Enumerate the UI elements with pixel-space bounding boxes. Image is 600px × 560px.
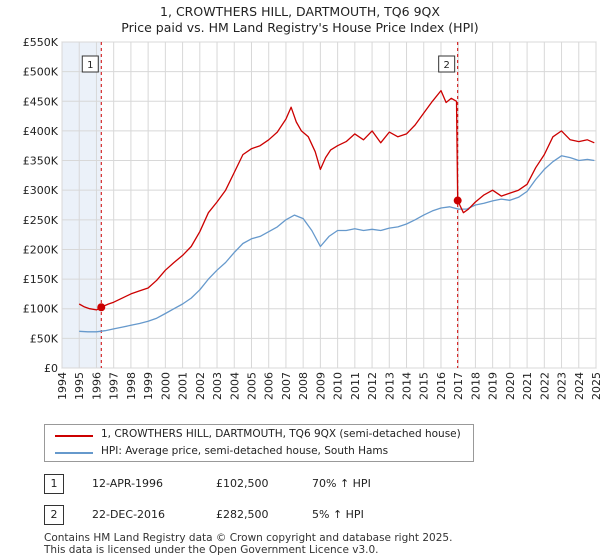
transaction-hpi: 70% ↑ HPI bbox=[312, 477, 371, 490]
transaction-price: £282,500 bbox=[216, 508, 269, 521]
x-tick-label: 2003 bbox=[211, 372, 224, 400]
x-tick-label: 1997 bbox=[108, 372, 121, 400]
x-tick-label: 2016 bbox=[435, 372, 448, 400]
chart-title: 1, CROWTHERS HILL, DARTMOUTH, TQ6 9QX bbox=[160, 4, 440, 19]
transaction-row: 1 12-APR-1996 £102,500 70% ↑ HPI bbox=[44, 474, 584, 494]
x-tick-label: 2004 bbox=[228, 372, 241, 400]
x-tick-label: 2017 bbox=[452, 372, 465, 400]
x-tick-label: 2019 bbox=[487, 372, 500, 400]
x-tick-label: 1994 bbox=[56, 372, 69, 400]
y-tick-label: £550K bbox=[23, 36, 59, 49]
legend-swatch-hpi bbox=[55, 452, 93, 454]
x-tick-label: 2009 bbox=[314, 372, 327, 400]
y-tick-label: £200K bbox=[23, 243, 59, 256]
footer-licence: This data is licensed under the Open Gov… bbox=[44, 544, 379, 556]
x-tick-label: 2013 bbox=[383, 372, 396, 400]
footer-copyright: Contains HM Land Registry data © Crown c… bbox=[44, 532, 453, 544]
x-tick-label: 2000 bbox=[159, 372, 172, 400]
y-tick-label: £300K bbox=[23, 184, 59, 197]
y-tick-label: £150K bbox=[23, 273, 59, 286]
x-tick-label: 2005 bbox=[245, 372, 258, 400]
price-chart: £0 £50K £100K £150K £200K £250K £300K £350K £400… bbox=[23, 36, 600, 400]
legend-label-price: 1, CROWTHERS HILL, DARTMOUTH, TQ6 9QX (s… bbox=[101, 428, 461, 440]
sale-label: 1 bbox=[87, 60, 93, 71]
pre-sale-band bbox=[62, 42, 102, 368]
legend-swatch-price bbox=[55, 435, 93, 437]
x-tick-label: 1999 bbox=[142, 372, 155, 400]
y-tick-label: £0 bbox=[44, 362, 58, 375]
x-tick-label: 2025 bbox=[590, 372, 600, 400]
y-tick-label: £50K bbox=[30, 332, 59, 345]
x-tick-label: 1996 bbox=[90, 372, 103, 400]
transaction-row: 2 22-DEC-2016 £282,500 5% ↑ HPI bbox=[44, 505, 584, 525]
y-tick-label: £400K bbox=[23, 125, 59, 138]
transaction-badge: 2 bbox=[44, 505, 64, 525]
y-tick-label: £100K bbox=[23, 303, 59, 316]
sale-label-box bbox=[438, 55, 456, 73]
x-tick-label: 2010 bbox=[332, 372, 345, 400]
sale-label: 2 bbox=[443, 60, 449, 71]
legend-entry-price: 1, CROWTHERS HILL, DARTMOUTH, TQ6 9QX (s… bbox=[45, 427, 473, 444]
x-tick-label: 2018 bbox=[469, 372, 482, 400]
x-tick-label: 2006 bbox=[263, 372, 276, 400]
y-tick-label: £500K bbox=[23, 66, 59, 79]
x-tick-label: 2014 bbox=[401, 372, 414, 400]
x-tick-label: 2011 bbox=[349, 372, 362, 400]
x-tick-label: 2020 bbox=[504, 372, 517, 400]
x-tick-label: 2008 bbox=[297, 372, 310, 400]
x-tick-label: 1998 bbox=[125, 372, 138, 400]
transaction-hpi: 5% ↑ HPI bbox=[312, 508, 364, 521]
transaction-date: 12-APR-1996 bbox=[92, 477, 164, 490]
x-tick-label: 2022 bbox=[538, 372, 551, 400]
sale-label-box bbox=[81, 55, 99, 73]
y-tick-label: £250K bbox=[23, 214, 59, 227]
plot-area bbox=[61, 41, 597, 369]
transaction-price: £102,500 bbox=[216, 477, 269, 490]
sale-point bbox=[453, 196, 462, 205]
x-tick-label: 2015 bbox=[418, 372, 431, 400]
y-tick-label: £350K bbox=[23, 155, 59, 168]
legend-label-hpi: HPI: Average price, semi-detached house,… bbox=[101, 445, 389, 457]
hpi-line bbox=[79, 155, 595, 333]
x-tick-label: 2024 bbox=[573, 372, 586, 400]
x-tick-label: 2021 bbox=[521, 372, 534, 400]
x-tick-label: 1995 bbox=[73, 372, 86, 400]
sale-point bbox=[97, 303, 106, 312]
price-paid-line bbox=[78, 89, 595, 311]
chart-subtitle: Price paid vs. HM Land Registry's House … bbox=[121, 20, 479, 35]
x-tick-label: 2002 bbox=[194, 372, 207, 400]
legend: 1, CROWTHERS HILL, DARTMOUTH, TQ6 9QX (s… bbox=[44, 424, 474, 462]
y-tick-label: £450K bbox=[23, 95, 59, 108]
legend-entry-hpi: HPI: Average price, semi-detached house,… bbox=[45, 444, 473, 461]
x-tick-label: 2001 bbox=[177, 372, 190, 400]
transaction-badge: 1 bbox=[44, 474, 64, 494]
x-tick-label: 2007 bbox=[280, 372, 293, 400]
x-tick-label: 2023 bbox=[556, 372, 569, 400]
x-tick-label: 2012 bbox=[366, 372, 379, 400]
transaction-date: 22-DEC-2016 bbox=[92, 508, 166, 521]
